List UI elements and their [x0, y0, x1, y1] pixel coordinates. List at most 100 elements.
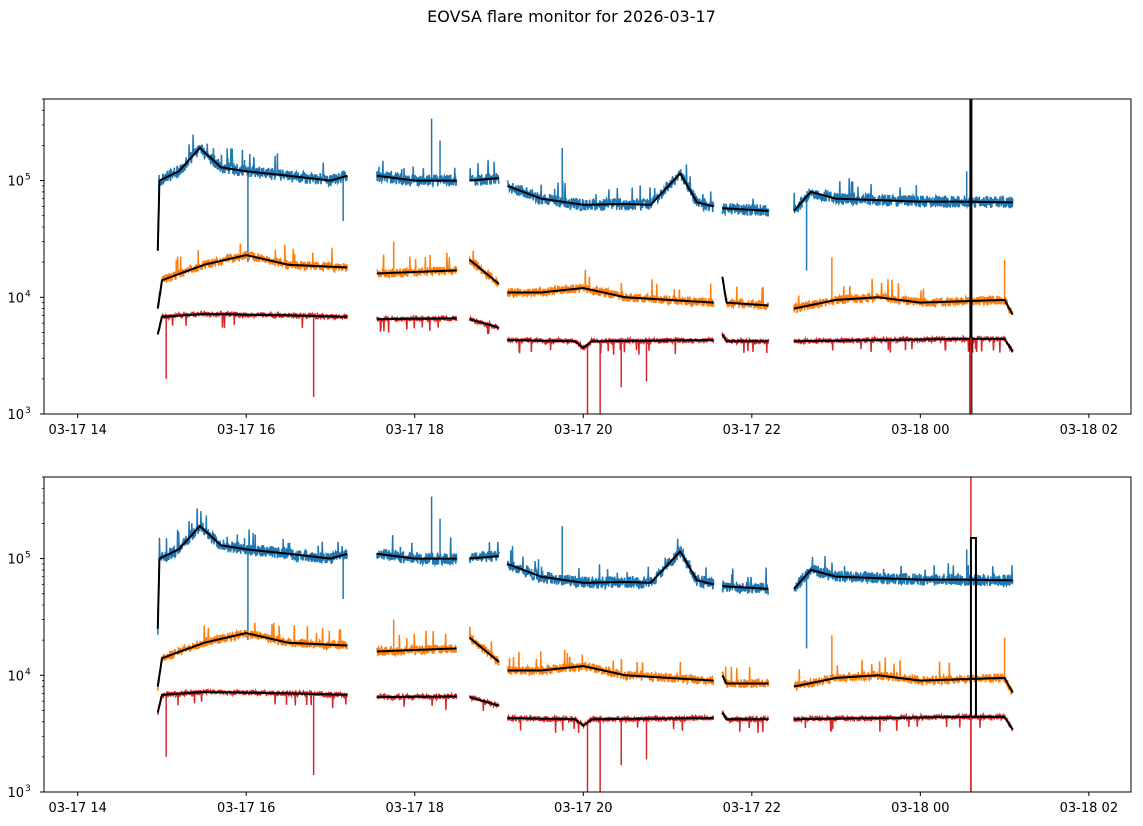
smooth-trace-band3-seg2 [469, 696, 500, 707]
y-tick-exponent: 5 [25, 173, 31, 183]
smooth-trace-band1-seg3 [507, 172, 715, 208]
x-tick-label: 03-18 02 [1060, 801, 1118, 816]
x-axis-ticks: 03-17 14 03-17 16 03-17 18 03-17 20 03-17 22… [48, 792, 1118, 816]
series-band2-smoothed [156, 254, 1014, 316]
smooth-trace-band2-seg4 [721, 674, 769, 685]
raw-trace-band2-seg5 [793, 657, 1014, 695]
smooth-trace-band1-seg1 [376, 552, 457, 560]
raw-trace-band1-seg1 [376, 160, 458, 189]
y-tick-exponent: 4 [25, 289, 31, 299]
smooth-trace-band1-seg2 [469, 177, 499, 182]
chart-panel-bottom: 03-17 14 03-17 16 03-17 18 03-17 20 03-17 22… [7, 476, 1132, 816]
smooth-trace-band2-seg0 [156, 254, 348, 309]
y-tick-exponent: 5 [25, 551, 31, 561]
series-band2-raw [157, 241, 1014, 315]
smooth-trace-band1-seg0 [156, 146, 348, 251]
smooth-trace-band3-seg1 [376, 695, 457, 699]
smooth-trace-band3-seg4 [721, 333, 769, 343]
chart-panel-top: 03-17 14 03-17 16 03-17 18 03-17 20 03-17 22… [7, 98, 1132, 438]
x-tick-label: 03-17 18 [386, 423, 444, 438]
y-tick-label: 10 [7, 786, 24, 801]
y-tick-label: 10 [7, 291, 24, 306]
y-tick-label: 10 [7, 553, 24, 568]
x-axis-ticks: 03-17 14 03-17 16 03-17 18 03-17 20 03-17 22… [48, 414, 1118, 438]
series-band1-smoothed [156, 524, 1013, 629]
x-tick-label: 03-17 20 [554, 801, 612, 816]
series-band3-raw [157, 687, 1014, 792]
raw-trace-band3-seg4 [721, 710, 770, 733]
x-tick-label: 03-18 00 [891, 423, 949, 438]
raw-trace-band3-seg4 [721, 332, 770, 354]
y-tick-label: 10 [7, 175, 24, 190]
x-tick-label: 03-17 16 [217, 801, 275, 816]
x-tick-label: 03-17 16 [217, 423, 275, 438]
smooth-trace-band3-seg0 [156, 312, 348, 335]
x-tick-label: 03-17 22 [723, 423, 781, 438]
smooth-trace-band3-seg3 [507, 717, 714, 728]
raw-trace-band1-seg0 [157, 134, 348, 250]
raw-trace-band1-seg2 [469, 159, 500, 186]
raw-trace-band1-seg4 [721, 567, 770, 596]
smooth-trace-band2-seg2 [468, 258, 500, 285]
axes-frame [43, 98, 1132, 415]
smooth-trace-band3-seg3 [507, 339, 714, 350]
y-tick-exponent: 4 [25, 667, 31, 677]
smooth-trace-band1-seg1 [376, 174, 457, 182]
series-band1-smoothed [156, 146, 1013, 251]
axes-frame [43, 476, 1132, 793]
x-tick-label: 03-18 02 [1060, 423, 1118, 438]
plot-area-bottom [156, 477, 1014, 792]
raw-trace-band2-seg2 [468, 626, 500, 666]
smooth-trace-band2-seg3 [507, 664, 714, 682]
series-band1-raw [157, 496, 1014, 649]
raw-trace-band1-seg0 [157, 508, 348, 635]
smooth-trace-band2-seg2 [468, 636, 500, 663]
smooth-trace-band1-seg3 [507, 550, 715, 586]
smooth-trace-band3-seg4 [721, 711, 769, 721]
x-tick-label: 03-17 18 [386, 801, 444, 816]
raw-trace-band1-seg1 [376, 535, 458, 568]
raw-trace-band2-seg0 [157, 622, 348, 691]
plot-area-top [156, 99, 1014, 414]
smooth-trace-band3-seg0 [156, 690, 348, 713]
raw-trace-band3-seg2 [468, 695, 500, 712]
y-tick-label: 10 [7, 408, 24, 423]
smooth-trace-band2-seg1 [376, 647, 457, 653]
y-tick-label: 10 [7, 669, 24, 684]
series-band2-raw [157, 619, 1014, 695]
raw-trace-band2-seg4 [721, 666, 770, 689]
series-band3-smoothed [156, 312, 1014, 352]
smooth-trace-band1-seg4 [722, 585, 769, 590]
x-tick-label: 03-17 22 [723, 801, 781, 816]
series-band1-raw [157, 118, 1014, 271]
y-tick-exponent: 3 [25, 784, 31, 794]
smooth-trace-band3-seg1 [376, 317, 457, 321]
smooth-trace-band3-seg2 [469, 318, 500, 329]
raw-trace-band1-seg4 [721, 198, 770, 217]
smooth-trace-band1-seg5 [793, 190, 1013, 212]
raw-trace-band1-seg2 [468, 541, 500, 564]
figure-title: EOVSA flare monitor for 2026-03-17 [427, 7, 716, 26]
step-marker [969, 537, 977, 717]
series-band3-raw [157, 309, 1014, 414]
x-tick-label: 03-17 14 [48, 423, 106, 438]
raw-trace-band2-seg3 [506, 649, 715, 687]
smooth-trace-band3-seg5 [793, 337, 1014, 352]
smooth-trace-band2-seg3 [507, 286, 714, 304]
smooth-trace-band2-seg5 [793, 296, 1014, 316]
x-tick-label: 03-18 00 [891, 801, 949, 816]
raw-trace-band2-seg0 [157, 243, 348, 308]
smooth-trace-band1-seg0 [156, 524, 348, 629]
smooth-trace-band2-seg4 [721, 276, 769, 307]
smooth-trace-band2-seg0 [156, 632, 348, 687]
smooth-trace-band2-seg1 [376, 269, 457, 275]
raw-trace-band2-seg5 [793, 278, 1014, 315]
y-tick-exponent: 3 [25, 406, 31, 416]
smooth-trace-band1-seg4 [722, 207, 769, 212]
smooth-trace-band1-seg2 [469, 555, 499, 560]
raw-trace-band1-seg3 [506, 538, 715, 591]
x-tick-label: 03-17 20 [554, 423, 612, 438]
